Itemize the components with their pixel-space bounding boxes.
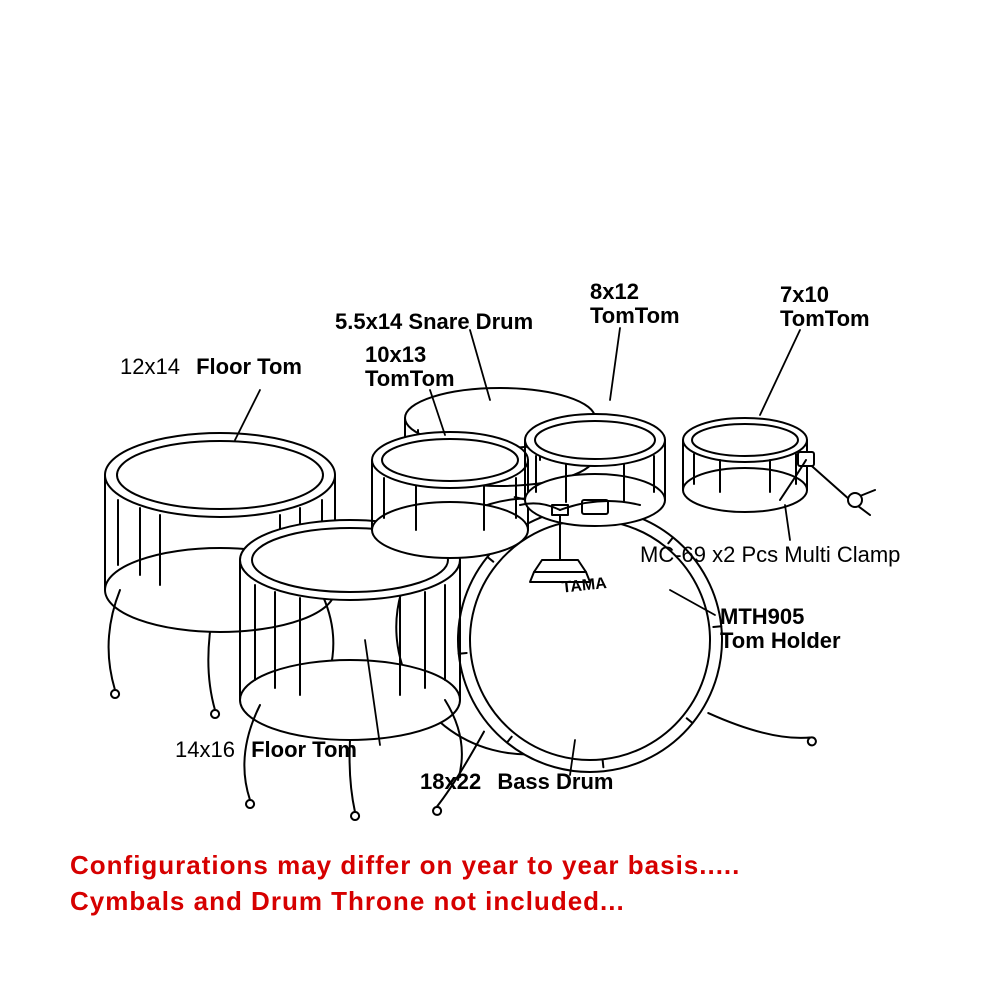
label-floor-tom-2: 14x16 Floor Tom <box>175 738 357 762</box>
label-tom-10: 7x10 TomTom <box>780 283 870 331</box>
label-tom-13: 10x13 TomTom <box>365 343 455 391</box>
label-multi-clamp: MC-69 x2 Pcs Multi Clamp <box>640 543 900 567</box>
disclaimer-line-1: Configurations may differ on year to yea… <box>70 850 740 881</box>
label-tom-holder: MTH905 Tom Holder <box>720 605 841 653</box>
disclaimer-line-2: Cymbals and Drum Throne not included... <box>70 886 625 917</box>
label-floor-tom-1: 12x14 Floor Tom <box>120 355 302 379</box>
label-bass: 18x22 Bass Drum <box>420 770 613 794</box>
label-tom-12: 8x12 TomTom <box>590 280 680 328</box>
tom-13 <box>372 432 528 558</box>
label-snare: 5.5x14 Snare Drum <box>335 310 533 334</box>
tom-10 <box>683 418 807 512</box>
